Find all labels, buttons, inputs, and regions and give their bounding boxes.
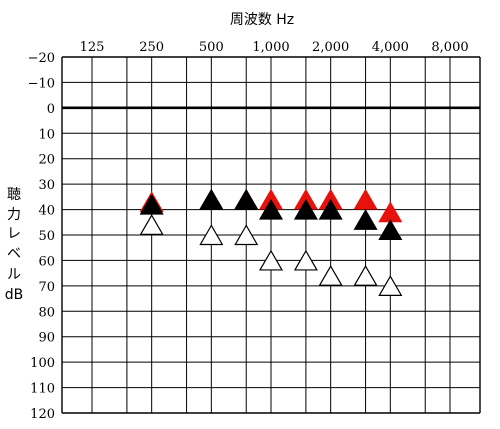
data-point-triangle-series-3 [139,214,164,235]
data-point-triangle-series-3 [353,264,378,286]
y-tick-label: 100 [30,356,55,371]
data-point-triangle-series-2 [318,198,343,220]
y-tick-label: 80 [38,305,55,320]
data-point-triangle-series-3 [293,249,318,271]
data-point-triangle-series-2 [378,219,403,241]
data-point-triangle-series-2 [139,193,164,215]
y-tick-label: 20 [38,153,55,168]
x-axis-ticks: 125 250 500 1,000 2,000 4,000 8,000 [80,40,469,55]
y-tick-label: −20 [28,51,55,66]
data-point-triangle-series-3 [234,224,259,246]
y-axis-ticks: −20 −10 0 10 20 30 40 50 60 70 80 90 100 110 120 [28,51,55,422]
y-tick-label: 70 [38,280,55,295]
data-point-triangle-series-1 [378,201,403,223]
x-tick-label: 250 [139,40,164,55]
y-axis-label-char: 聴 [7,187,21,203]
y-tick-label: 0 [47,102,55,117]
x-tick-label: 4,000 [372,40,409,55]
data-point-triangle-series-3 [199,224,224,246]
data-point-triangle-series-2 [234,188,259,210]
y-tick-label: 90 [38,331,55,346]
x-tick-label: 1,000 [252,40,289,55]
data-point-triangle-series-2 [353,209,378,230]
chart-title: 周波数 Hz [230,12,294,28]
y-tick-label: 10 [38,127,55,142]
data-point-triangle-series-3 [258,249,284,271]
x-tick-label: 125 [80,40,105,55]
plot-grid [61,56,481,414]
y-tick-label: −10 [28,76,55,91]
y-axis-label-char: ル [7,267,21,283]
y-tick-label: 30 [38,178,55,193]
x-tick-label: 500 [199,40,224,55]
x-tick-label: 8,000 [431,40,468,55]
y-tick-label: 60 [38,254,55,269]
y-tick-label: 50 [38,229,55,244]
y-tick-label: 110 [30,382,55,397]
data-point-triangle-series-3 [378,275,403,296]
data-markers [139,188,403,296]
x-tick-label: 2,000 [312,40,349,55]
y-axis-label-char: dB [5,287,24,303]
data-point-triangle-series-2 [258,198,284,220]
data-point-triangle-series-2 [199,188,224,210]
y-axis-label-char: レ [7,226,21,242]
y-tick-label: 40 [38,204,55,219]
data-point-triangle-series-2 [293,198,318,220]
y-axis-label-char: 力 [7,207,21,223]
data-point-triangle-series-1 [353,188,378,210]
y-tick-label: 120 [30,407,55,422]
data-point-triangle-series-3 [318,264,343,286]
y-axis-label-char: ベ [7,246,21,262]
